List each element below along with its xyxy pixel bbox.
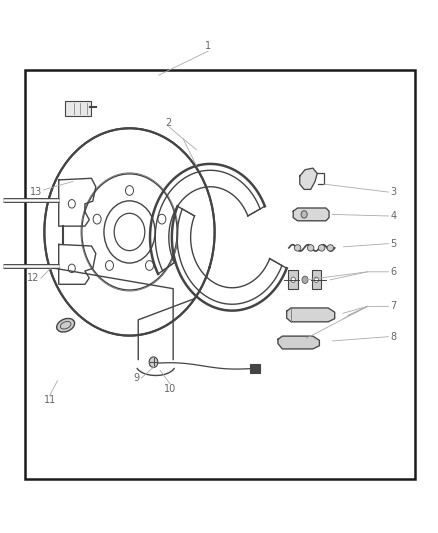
Ellipse shape [294, 245, 301, 251]
Circle shape [149, 357, 158, 368]
Ellipse shape [57, 318, 74, 332]
Polygon shape [287, 308, 335, 322]
FancyBboxPatch shape [288, 270, 298, 289]
Text: 2: 2 [166, 118, 172, 128]
Text: 6: 6 [391, 267, 397, 277]
Text: 13: 13 [29, 187, 42, 197]
Bar [25, 70, 416, 479]
Text: 10: 10 [164, 384, 176, 394]
Text: 7: 7 [391, 301, 397, 311]
Text: 9: 9 [133, 373, 139, 383]
FancyBboxPatch shape [250, 364, 261, 373]
FancyBboxPatch shape [65, 101, 91, 116]
Text: 5: 5 [391, 239, 397, 248]
Text: 12: 12 [27, 273, 39, 283]
FancyBboxPatch shape [311, 270, 321, 289]
Circle shape [291, 277, 295, 282]
Polygon shape [278, 336, 319, 349]
Circle shape [314, 277, 318, 282]
Text: 11: 11 [43, 395, 56, 406]
Ellipse shape [327, 245, 334, 251]
Text: 4: 4 [391, 211, 397, 221]
Text: 1: 1 [205, 41, 211, 51]
Text: 3: 3 [391, 187, 397, 197]
Ellipse shape [318, 245, 325, 251]
Polygon shape [293, 208, 329, 221]
Text: 8: 8 [391, 332, 397, 342]
Polygon shape [300, 168, 317, 189]
Circle shape [301, 211, 307, 218]
Ellipse shape [307, 245, 314, 251]
Circle shape [302, 276, 308, 284]
